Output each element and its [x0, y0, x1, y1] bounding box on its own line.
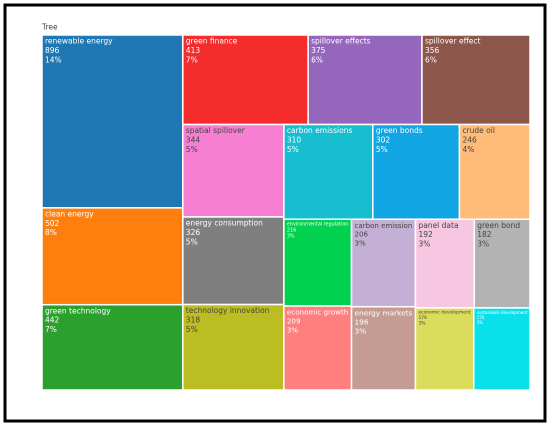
tile-label: energy consumption	[186, 219, 263, 228]
tile-label: green bond	[477, 221, 520, 230]
tile	[41, 303, 184, 391]
tile	[182, 34, 309, 126]
tile-percent: 3%	[355, 238, 366, 247]
tile-percent: 3%	[355, 327, 367, 336]
tile-percent: 4%	[462, 145, 474, 154]
tile-label: spillover effects	[311, 37, 370, 46]
tile-percent: 7%	[186, 55, 198, 64]
tile-label: panel data	[418, 221, 458, 230]
tile-value: 170	[477, 315, 485, 320]
tile-percent: 5%	[186, 237, 198, 246]
tile-label: carbon emissions	[287, 126, 353, 135]
tile	[372, 123, 461, 220]
tile-value: 413	[186, 46, 201, 55]
tile	[307, 34, 423, 126]
tile	[182, 123, 285, 218]
tile-label: carbon emission	[355, 221, 413, 230]
tile-value: 302	[376, 135, 391, 144]
tile-label: environmental regulation	[287, 221, 349, 227]
tile-label: energy markets	[355, 308, 413, 317]
tile-label: green technology	[45, 306, 111, 315]
tile	[350, 218, 417, 308]
tile-percent: 3%	[287, 325, 299, 334]
tile	[472, 307, 531, 391]
tile-value: 192	[418, 230, 433, 239]
tile-value: 216	[287, 228, 296, 234]
tile-percent: 14%	[45, 55, 62, 64]
tile-value: 209	[287, 317, 301, 326]
tile-percent: 6%	[311, 55, 323, 64]
tile-label: green bonds	[376, 126, 423, 135]
tile-percent: 3%	[418, 320, 425, 326]
tile-value: 442	[45, 316, 60, 325]
tile-value: 182	[477, 230, 492, 239]
tile-value: 502	[45, 219, 60, 228]
tile	[414, 307, 475, 391]
tile	[414, 218, 476, 309]
tile-value: 196	[355, 318, 369, 327]
tile-value: 896	[45, 46, 60, 55]
tile	[283, 218, 353, 307]
tile-percent: 3%	[477, 320, 484, 325]
tile-label: spatial spillover	[186, 126, 246, 135]
tile-percent: 3%	[418, 240, 430, 249]
tile-percent: 6%	[425, 55, 437, 64]
tile-value: 318	[186, 316, 201, 325]
tile-value: 176	[418, 315, 427, 321]
tile-value: 375	[311, 46, 326, 55]
tile-label: economic growth	[287, 308, 348, 317]
tile-percent: 5%	[186, 145, 198, 154]
tile-percent: 7%	[45, 325, 57, 334]
tile-value: 356	[425, 46, 440, 55]
tile	[41, 207, 184, 306]
tile-percent: 3%	[477, 240, 489, 249]
tile-value: 344	[186, 135, 201, 144]
tile-label: renewable energy	[45, 37, 113, 46]
tile	[182, 303, 285, 391]
tile-label: sustainable development	[477, 310, 528, 315]
tile-percent: 5%	[287, 145, 299, 154]
tile	[473, 218, 531, 309]
tile-label: spillover effect	[425, 37, 481, 46]
chart-title: Tree	[41, 23, 58, 32]
tile-percent: 3%	[287, 234, 295, 240]
tile-percent: 5%	[186, 325, 198, 334]
tile-value: 310	[287, 135, 302, 144]
tile-value: 246	[462, 135, 477, 144]
tile-label: crude oil	[462, 126, 494, 135]
tile	[41, 34, 184, 209]
tile-value: 206	[355, 230, 369, 239]
tile	[421, 34, 531, 126]
tile-label: green finance	[186, 37, 238, 46]
tile-value: 326	[186, 228, 201, 237]
tile-label: clean energy	[45, 209, 94, 218]
tile-percent: 5%	[376, 145, 388, 154]
tile-percent: 8%	[45, 228, 57, 237]
tile-label: economic development	[418, 309, 470, 315]
tile-label: technology innovation	[186, 306, 270, 315]
